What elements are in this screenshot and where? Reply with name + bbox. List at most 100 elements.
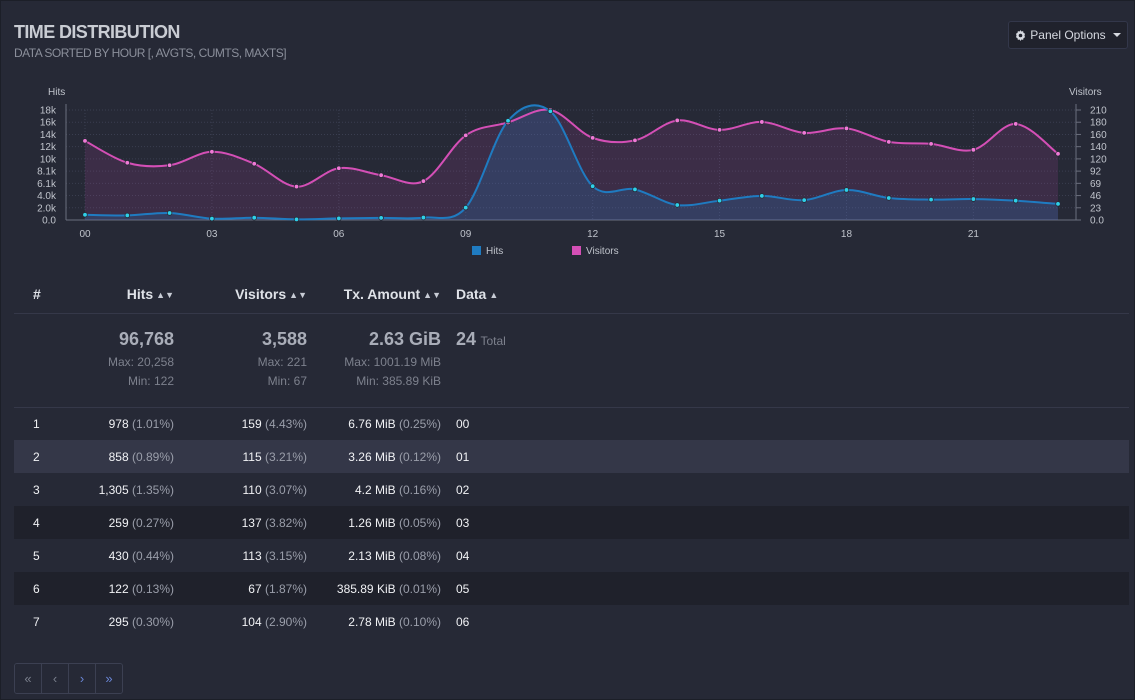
col-header-data[interactable]: Data ▲ bbox=[456, 286, 498, 302]
point-hits[interactable] bbox=[378, 215, 384, 221]
point-hits[interactable] bbox=[886, 195, 892, 201]
legend-swatch-hits[interactable] bbox=[472, 246, 481, 255]
sort-icon: ▲▼ bbox=[156, 290, 174, 300]
point-visitors[interactable] bbox=[632, 137, 638, 144]
col-header-tx[interactable]: Tx. Amount ▲▼ bbox=[344, 286, 441, 302]
table-row[interactable]: 5 430 (0.44%) 113 (3.15%) 2.13 MiB (0.08%) 0… bbox=[14, 539, 1129, 572]
y-tick-right-label: 160 bbox=[1090, 130, 1107, 141]
point-hits[interactable] bbox=[463, 204, 469, 211]
table-row[interactable]: 2 858 (0.89%) 115 (3.21%) 3.26 MiB (0.12%) 0… bbox=[14, 440, 1129, 473]
cell-data: 06 bbox=[456, 615, 470, 629]
y-tick-left-label: 6.1k bbox=[37, 179, 57, 190]
cell-hits-value: 259 bbox=[108, 516, 129, 530]
y-tick-right-label: 69 bbox=[1090, 179, 1102, 190]
cell-tx-value: 2.13 MiB bbox=[348, 549, 396, 563]
point-hits[interactable] bbox=[970, 196, 977, 202]
summary-data-total: 24 bbox=[456, 329, 477, 349]
point-visitors[interactable] bbox=[336, 165, 342, 171]
point-hits[interactable] bbox=[82, 212, 88, 218]
cell-visitors-value: 67 bbox=[248, 582, 262, 596]
point-hits[interactable] bbox=[420, 214, 427, 221]
cell-tx-percent: (0.10%) bbox=[398, 615, 441, 629]
point-visitors[interactable] bbox=[1012, 121, 1019, 127]
panel-options-label: Panel Options bbox=[1030, 28, 1106, 42]
table-row[interactable]: 3 1,305 (1.35%) 110 (3.07%) 4.2 MiB (0.16%)… bbox=[14, 473, 1129, 506]
cell-hits: 1,305 (1.35%) bbox=[99, 483, 174, 497]
point-hits[interactable] bbox=[124, 212, 131, 219]
point-hits[interactable] bbox=[251, 214, 257, 221]
point-visitors[interactable] bbox=[716, 127, 723, 133]
point-visitors[interactable] bbox=[251, 161, 257, 167]
summary-tx-max: Max: 1001.19 MiB bbox=[344, 355, 441, 369]
x-tick-label: 12 bbox=[587, 229, 599, 240]
y-tick-right-label: 46 bbox=[1090, 191, 1102, 202]
point-visitors[interactable] bbox=[1055, 151, 1061, 157]
y-tick-left-label: 8.1k bbox=[37, 167, 57, 178]
col-header-hits[interactable]: Hits ▲▼ bbox=[127, 286, 174, 302]
point-visitors[interactable] bbox=[124, 160, 131, 166]
y-tick-right-label: 140 bbox=[1090, 142, 1107, 153]
point-hits[interactable] bbox=[166, 210, 173, 216]
point-hits[interactable] bbox=[209, 215, 215, 222]
point-hits[interactable] bbox=[632, 186, 638, 193]
point-visitors[interactable] bbox=[886, 139, 892, 145]
first-page-button[interactable]: « bbox=[15, 664, 42, 693]
cell-visitors-value: 115 bbox=[242, 450, 262, 464]
point-hits[interactable] bbox=[589, 183, 596, 189]
table-row[interactable]: 6 122 (0.13%) 67 (1.87%) 385.89 KiB (0.01%)… bbox=[14, 572, 1129, 605]
col-header-tx-label: Tx. Amount bbox=[343, 286, 421, 302]
point-visitors[interactable] bbox=[166, 162, 173, 168]
prev-page-button[interactable]: ‹ bbox=[42, 664, 69, 693]
legend-label-visitors[interactable]: Visitors bbox=[586, 246, 619, 257]
point-visitors[interactable] bbox=[674, 117, 680, 124]
col-header-visitors[interactable]: Visitors ▲▼ bbox=[235, 286, 307, 302]
point-hits[interactable] bbox=[716, 197, 723, 204]
gear-icon bbox=[1015, 29, 1026, 41]
point-visitors[interactable] bbox=[293, 183, 300, 190]
point-visitors[interactable] bbox=[843, 125, 850, 132]
cell-visitors-value: 104 bbox=[241, 615, 262, 629]
pagination: « ‹ › » bbox=[14, 663, 123, 694]
table-row[interactable]: 4 259 (0.27%) 137 (3.82%) 1.26 MiB (0.05%) 0… bbox=[14, 506, 1129, 539]
caret-down-icon bbox=[1112, 33, 1121, 37]
point-hits[interactable] bbox=[674, 202, 680, 208]
point-visitors[interactable] bbox=[209, 149, 215, 155]
point-visitors[interactable] bbox=[801, 130, 807, 136]
point-visitors[interactable] bbox=[378, 172, 384, 178]
cell-num: 5 bbox=[33, 549, 40, 563]
point-hits[interactable] bbox=[505, 118, 511, 124]
cell-visitors: 115 (3.21%) bbox=[242, 450, 307, 464]
point-hits[interactable] bbox=[759, 193, 765, 199]
point-hits[interactable] bbox=[293, 216, 300, 223]
cell-tx: 3.26 MiB (0.12%) bbox=[348, 450, 441, 464]
x-tick-label: 21 bbox=[968, 229, 980, 240]
cell-visitors-percent: (1.87%) bbox=[264, 582, 307, 596]
table-row[interactable]: 7 295 (0.30%) 104 (2.90%) 2.78 MiB (0.10%) 0… bbox=[14, 605, 1129, 638]
cell-hits-percent: (0.13%) bbox=[131, 582, 174, 596]
point-visitors[interactable] bbox=[463, 132, 469, 139]
point-visitors[interactable] bbox=[589, 135, 596, 141]
point-hits[interactable] bbox=[928, 196, 934, 203]
table-row[interactable]: 1 978 (1.01%) 159 (4.43%) 6.76 MiB (0.25%) 0… bbox=[14, 407, 1129, 440]
point-hits[interactable] bbox=[1055, 201, 1061, 207]
point-visitors[interactable] bbox=[82, 138, 88, 144]
point-hits[interactable] bbox=[547, 108, 554, 114]
cell-data: 03 bbox=[456, 516, 470, 530]
point-visitors[interactable] bbox=[759, 119, 765, 125]
cell-visitors-percent: (3.82%) bbox=[264, 516, 307, 530]
cell-num: 6 bbox=[33, 582, 40, 596]
point-visitors[interactable] bbox=[420, 178, 427, 184]
point-hits[interactable] bbox=[801, 197, 807, 203]
point-hits[interactable] bbox=[1012, 197, 1019, 204]
legend-label-hits[interactable]: Hits bbox=[486, 246, 503, 257]
point-hits[interactable] bbox=[843, 187, 850, 193]
point-visitors[interactable] bbox=[928, 141, 934, 147]
point-hits[interactable] bbox=[336, 215, 342, 222]
next-page-button[interactable]: › bbox=[69, 664, 96, 693]
cell-visitors-value: 159 bbox=[241, 417, 262, 431]
point-visitors[interactable] bbox=[970, 147, 977, 153]
legend-swatch-visitors[interactable] bbox=[572, 246, 581, 255]
panel-options-button[interactable]: Panel Options bbox=[1008, 21, 1128, 49]
last-page-button[interactable]: » bbox=[96, 664, 122, 693]
